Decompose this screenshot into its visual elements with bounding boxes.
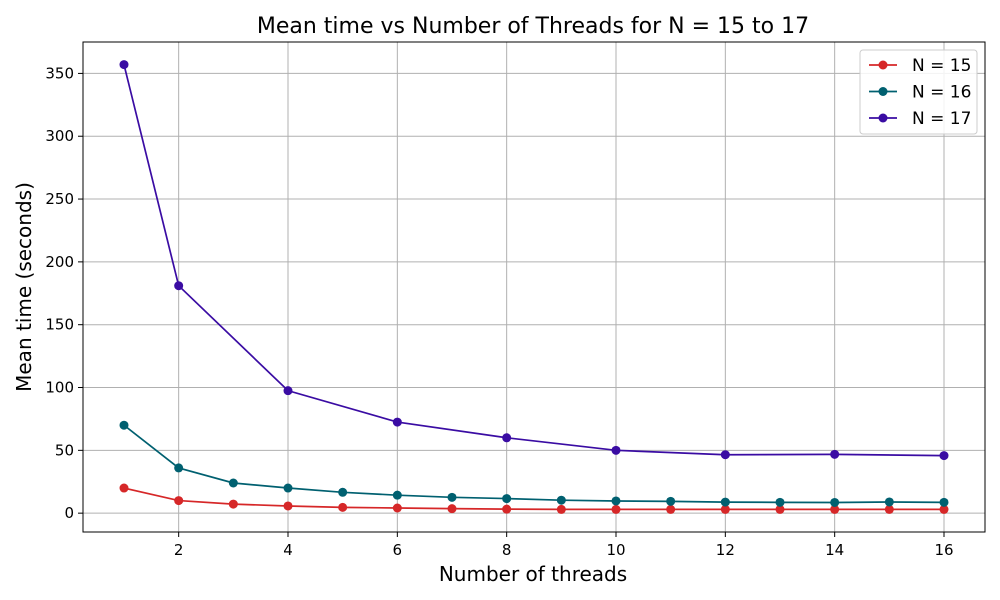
y-tick-label: 200 — [45, 253, 74, 271]
series-line — [123, 487, 944, 511]
x-tick-label: 2 — [174, 541, 184, 559]
legend-swatch-marker — [878, 113, 888, 123]
data-point — [502, 494, 512, 504]
y-tick-label: 150 — [45, 316, 74, 334]
data-point — [283, 386, 293, 396]
data-point — [939, 451, 949, 461]
y-tick-label: 250 — [45, 190, 74, 208]
series-1 — [119, 483, 949, 514]
data-point — [611, 496, 621, 506]
series-line — [123, 64, 945, 457]
data-point — [392, 490, 402, 500]
x-tick-label: 12 — [716, 541, 735, 559]
data-point — [939, 504, 949, 514]
x-tick-label: 6 — [393, 541, 403, 559]
data-point — [174, 463, 184, 473]
series-lines — [119, 60, 949, 514]
data-point — [228, 478, 238, 488]
data-point — [119, 483, 129, 493]
data-point — [884, 497, 894, 507]
data-point — [502, 504, 512, 514]
data-point — [447, 504, 457, 514]
data-point — [556, 504, 566, 514]
data-point — [830, 504, 840, 514]
legend-item: N = 16 — [869, 83, 971, 103]
axis-ticks: 2 4 6 8 10 12 14 16 0 50 100 150 200 250 300 350 — [45, 64, 953, 559]
chart-title: Mean time vs Number of Threads for N = 1… — [257, 14, 809, 39]
data-point — [502, 433, 512, 443]
x-tick-label: 8 — [502, 541, 512, 559]
y-tick-label: 350 — [45, 64, 74, 82]
data-point — [720, 504, 730, 514]
x-tick-label: 14 — [825, 541, 844, 559]
data-point — [392, 417, 402, 427]
data-point — [666, 496, 676, 506]
data-point — [720, 497, 730, 507]
legend-swatch-marker — [878, 87, 888, 96]
data-point — [392, 503, 402, 513]
data-point — [556, 495, 566, 505]
y-axis-title: Mean time (seconds) — [12, 182, 36, 392]
data-point — [283, 483, 293, 493]
data-point — [119, 420, 129, 430]
series-3 — [119, 60, 949, 461]
y-tick-label: 0 — [64, 504, 74, 522]
y-tick-label: 100 — [45, 379, 74, 397]
plot-frame — [82, 41, 986, 533]
legend-label: N = 16 — [912, 83, 971, 103]
legend-label: N = 17 — [912, 109, 971, 129]
data-point — [447, 492, 457, 502]
data-point — [939, 497, 949, 507]
x-tick-label: 4 — [283, 541, 293, 559]
data-point — [830, 497, 840, 507]
legend-box — [859, 49, 978, 135]
data-point — [338, 487, 348, 497]
legend-label: N = 15 — [912, 56, 971, 76]
data-point — [119, 60, 129, 70]
legend-swatch-marker — [878, 60, 888, 70]
y-tick-label: 300 — [45, 127, 74, 145]
legend-item: N = 15 — [869, 56, 971, 76]
data-point — [338, 502, 348, 512]
y-tick-label: 50 — [55, 441, 74, 459]
data-point — [283, 501, 293, 511]
series-2 — [119, 420, 949, 507]
gridlines — [83, 42, 985, 532]
data-point — [884, 504, 894, 514]
x-tick-label: 16 — [934, 541, 953, 559]
x-axis-title: Number of threads — [439, 562, 627, 586]
data-point — [720, 450, 730, 460]
data-point — [611, 504, 621, 514]
legend-item: N = 17 — [869, 109, 971, 129]
data-point — [228, 499, 238, 509]
legend: N = 15 N = 16 N = 17 — [859, 49, 978, 135]
data-point — [830, 449, 840, 459]
data-point — [775, 504, 785, 514]
data-point — [174, 496, 184, 506]
x-tick-label: 10 — [606, 541, 625, 559]
data-point — [174, 281, 184, 291]
data-point — [611, 445, 621, 455]
data-point — [666, 504, 676, 514]
series-line — [123, 424, 945, 504]
data-point — [775, 497, 785, 507]
